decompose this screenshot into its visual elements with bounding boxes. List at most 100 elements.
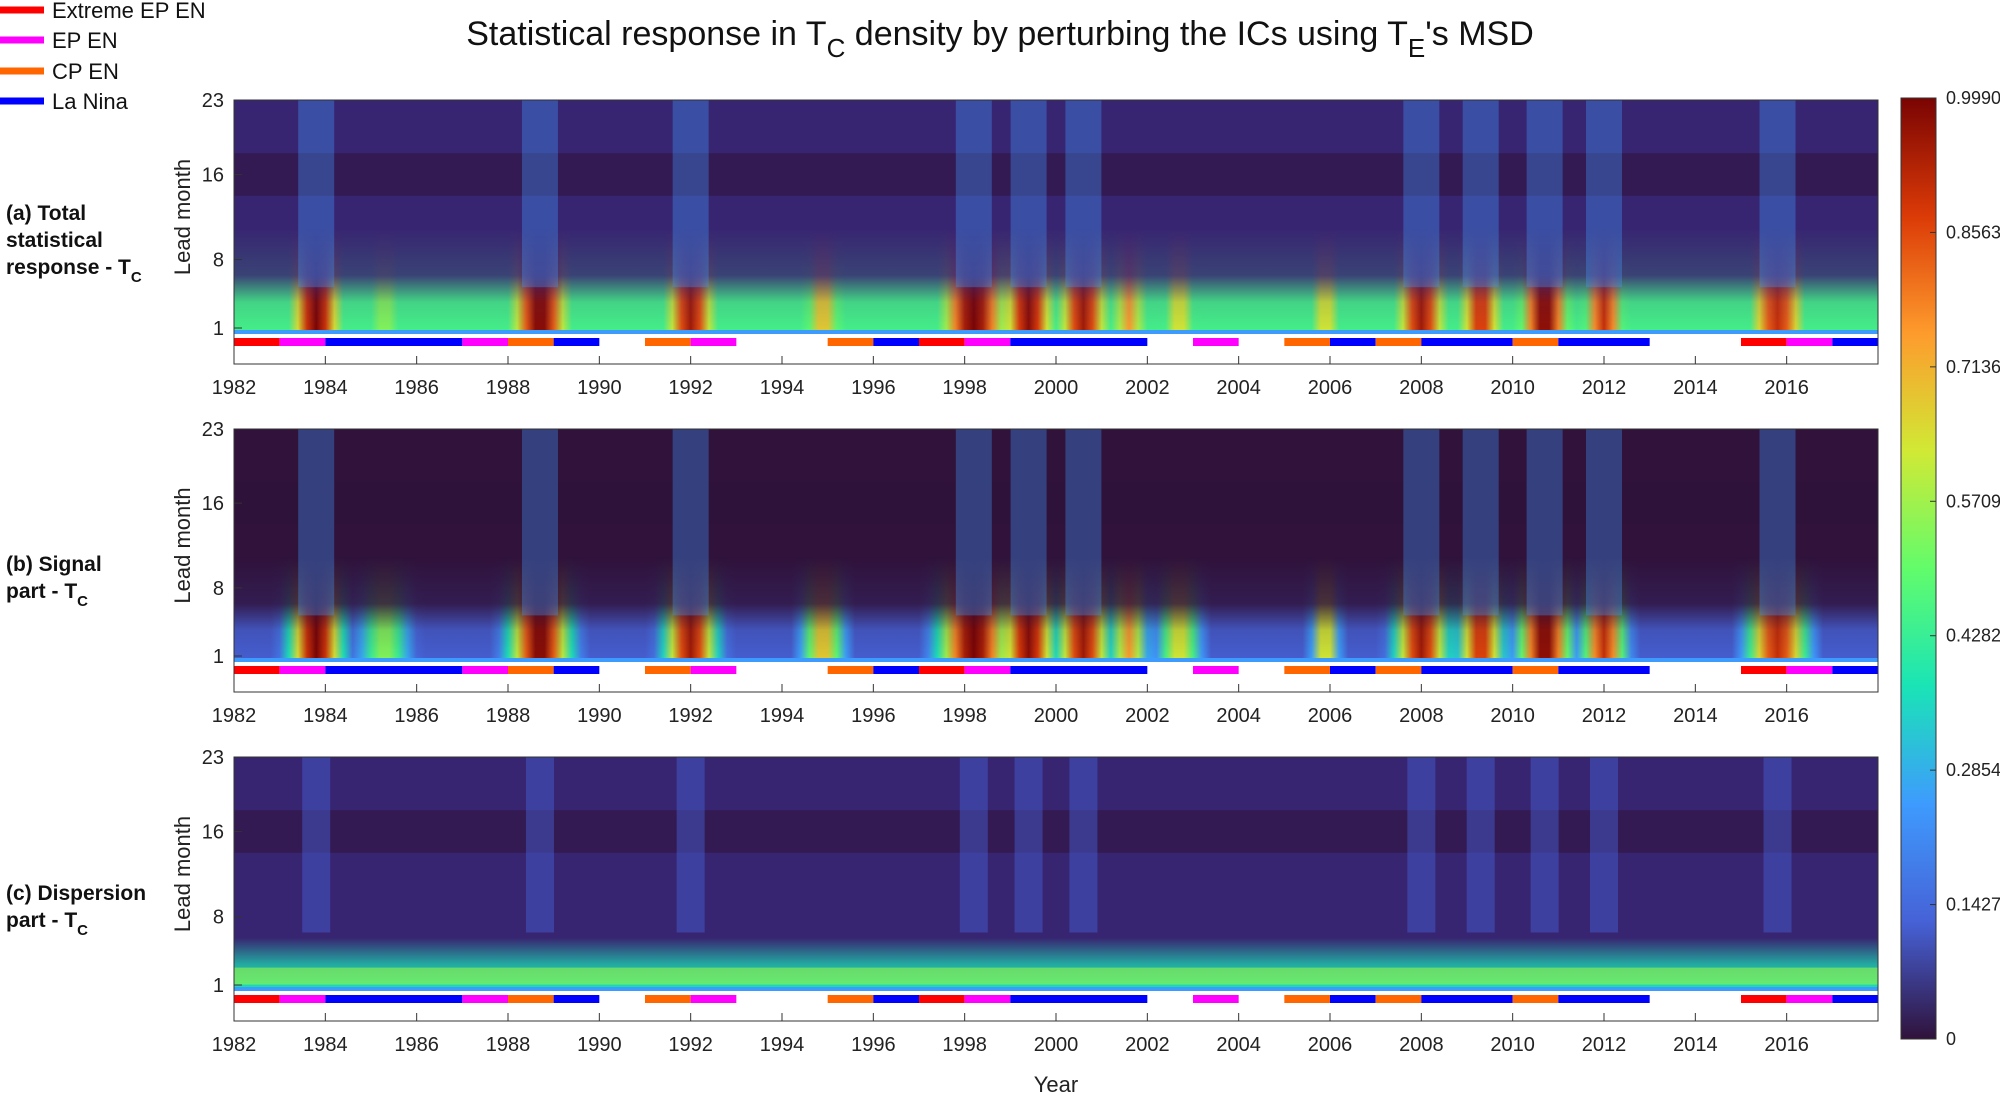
enso-event-bar <box>1193 666 1239 674</box>
x-tick-label: 1998 <box>942 1034 987 1056</box>
title-sub-c: C <box>827 33 846 63</box>
enso-event-bar <box>1375 666 1422 674</box>
y-axis-label: Lead month <box>170 816 195 932</box>
enso-event-bar <box>964 995 1011 1003</box>
enso-event-bar <box>279 666 326 674</box>
x-tick-label: 1994 <box>760 377 805 399</box>
enso-event-bar <box>690 995 737 1003</box>
colorbar <box>1900 97 1937 1040</box>
legend-label-extreme-ep-en: Extreme EP EN <box>52 0 206 23</box>
chart-title: Statistical response in TC density by pe… <box>466 15 1534 63</box>
colorbar-tick-label: 0 <box>1946 1029 1956 1049</box>
enso-event-bar <box>1421 338 1513 346</box>
heatmap-streak <box>1407 757 1436 933</box>
x-tick-label: 2016 <box>1764 377 1809 399</box>
heatmap-streak <box>1586 100 1622 288</box>
x-tick-label: 1984 <box>303 377 348 399</box>
enso-event-bar <box>234 995 280 1003</box>
legend-label-ep-en: EP EN <box>52 28 118 53</box>
x-tick-label: 2010 <box>1490 377 1535 399</box>
panel-label-a: (a) Total statistical response - TC <box>6 202 142 286</box>
enso-event-bar <box>1421 666 1513 674</box>
enso-event-bar <box>827 666 874 674</box>
enso-event-bar <box>1741 995 1787 1003</box>
subplot-a: 1 8 16 23 Lead month 1982 1984 1986 1988 1990 1992… <box>170 90 1879 399</box>
title-mid: density by perturbing the ICs using T <box>845 15 1408 53</box>
x-tick-label: 2006 <box>1308 377 1353 399</box>
x-tick-label: 1994 <box>760 1034 805 1056</box>
heatmap-lead1-row <box>234 658 1878 662</box>
heatmap-streak <box>302 757 331 933</box>
enso-event-bar <box>1786 995 1833 1003</box>
heatmap-streak <box>521 100 558 288</box>
heatmap-streak <box>955 429 992 616</box>
enso-event-bar <box>873 338 919 346</box>
x-tick-label: 1986 <box>394 1034 439 1056</box>
x-tick-label: 1984 <box>303 1034 348 1056</box>
heatmap-streak <box>1010 100 1047 288</box>
heatmap-streak <box>521 429 558 616</box>
panel-a-sub: C <box>131 269 142 286</box>
enso-event-bar <box>1421 995 1513 1003</box>
colorbar-tick-label: 0.2854 <box>1946 760 2000 780</box>
heatmap-streak <box>1462 100 1499 288</box>
x-tick-label: 2008 <box>1399 1034 1444 1056</box>
x-tick-label: 2016 <box>1764 705 1809 727</box>
heatmap-streak <box>672 100 709 288</box>
colorbar-tick-label: 0.1427 <box>1946 895 2000 915</box>
enso-event-bar <box>1512 995 1559 1003</box>
x-tick-label: 1992 <box>668 705 713 727</box>
y-tick-label: 23 <box>202 419 224 441</box>
x-tick-label: 2002 <box>1125 705 1170 727</box>
x-tick-label: 1990 <box>577 377 622 399</box>
enso-event-bar <box>964 666 1011 674</box>
enso-event-bar <box>1558 338 1650 346</box>
heatmap-streak <box>959 757 988 933</box>
enso-event-bar <box>1832 338 1878 346</box>
subplot-c: 1 8 16 23 Lead month 1982 1984 1986 1988 1990 1992… <box>170 747 1879 1056</box>
heatmap-lead1-row <box>234 330 1878 334</box>
enso-event-bar <box>1010 338 1148 346</box>
x-tick-label: 2002 <box>1125 377 1170 399</box>
heatmap-streak <box>1526 429 1563 616</box>
heatmap-peak-band <box>234 967 1878 985</box>
title-main: Statistical response in T <box>466 15 826 53</box>
enso-event-bar <box>1284 338 1330 346</box>
heatmap-band-lead16 <box>234 153 1878 196</box>
y-tick-label: 16 <box>202 493 224 515</box>
heatmap-streak <box>1466 757 1495 933</box>
enso-event-bar <box>553 995 600 1003</box>
heatmap-streak <box>1014 757 1043 933</box>
enso-event-bar <box>1741 338 1787 346</box>
panel-a-line2: statistical <box>6 229 103 252</box>
heatmap-streak <box>676 757 705 933</box>
x-tick-label: 2012 <box>1582 1034 1627 1056</box>
title-sub-e: E <box>1408 33 1425 63</box>
enso-event-bar <box>1832 995 1878 1003</box>
enso-event-bar <box>1284 995 1330 1003</box>
enso-event-bar <box>508 338 554 346</box>
enso-event-bar <box>873 666 919 674</box>
enso-event-bar <box>690 666 737 674</box>
enso-event-bar <box>1193 338 1239 346</box>
enso-event-bar <box>827 995 874 1003</box>
panel-c-line1: (c) Dispersion <box>6 882 146 905</box>
heatmap-streak <box>1065 100 1102 288</box>
panel-a-line1: (a) Total <box>6 202 86 225</box>
enso-event-bar <box>1512 338 1559 346</box>
x-tick-label: 1994 <box>760 705 805 727</box>
heatmap-streak <box>1586 429 1622 616</box>
enso-event-bar <box>827 338 874 346</box>
title-end: 's MSD <box>1425 15 1534 53</box>
enso-event-bar <box>462 995 508 1003</box>
x-tick-label: 2008 <box>1399 705 1444 727</box>
heatmap-streak <box>1403 429 1440 616</box>
panel-b-line1: (b) Signal <box>6 553 102 576</box>
x-tick-label: 1998 <box>942 705 987 727</box>
enso-event-bar <box>1558 666 1650 674</box>
enso-event-bar <box>462 666 508 674</box>
heatmap-lead1-row <box>234 987 1878 991</box>
x-tick-label: 2014 <box>1673 377 1718 399</box>
colorbar-tick-label: 0.9990 <box>1946 88 2000 108</box>
panel-b-sub: C <box>77 593 88 610</box>
